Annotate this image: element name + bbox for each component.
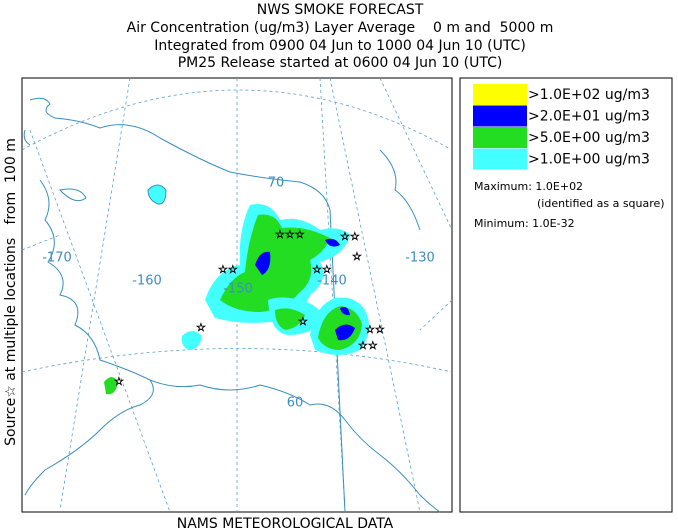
- svg-text:☆☆☆: ☆☆☆: [275, 228, 305, 241]
- smoke-area: [147, 184, 167, 205]
- subtitle: Integrated from 0900 04 Jun to 1000 04 J…: [154, 38, 526, 54]
- title: NWS SMOKE FORECAST: [257, 2, 424, 18]
- subtitle: Air Concentration (ug/m3) Layer Average …: [127, 20, 554, 36]
- map-area: ☆☆☆☆☆ ☆☆☆ ☆☆☆ ☆☆☆ ☆☆☆ -170 -160 -150 -14…: [21, 77, 453, 513]
- maximum-note: (identified as a square): [537, 197, 665, 210]
- svg-text:☆☆: ☆☆: [365, 323, 385, 336]
- graticule-label: -160: [132, 274, 162, 289]
- svg-text:☆: ☆: [352, 250, 362, 263]
- svg-text:☆☆: ☆☆: [218, 263, 238, 276]
- side-label: Source☆ at multiple locations from 100 m: [3, 138, 19, 446]
- maximum: Maximum: 1.0E+02: [474, 180, 583, 193]
- graticule-label: 70: [268, 176, 285, 191]
- smoke-plume: [104, 204, 369, 395]
- svg-text:☆☆: ☆☆: [340, 230, 360, 243]
- svg-text:☆: ☆: [196, 321, 206, 334]
- coastline: [23, 97, 441, 513]
- graticule-label: -150: [223, 282, 253, 297]
- minimum: Minimum: 1.0E-32: [474, 217, 575, 230]
- footer: NAMS METEOROLOGICAL DATA: [177, 516, 394, 532]
- subtitle: PM25 Release started at 0600 04 Jun 10 (…: [178, 55, 503, 71]
- legend-swatch: [473, 84, 527, 105]
- svg-text:☆☆: ☆☆: [358, 339, 378, 352]
- legend-label: >5.0E+00 ug/m3: [528, 130, 650, 146]
- legend: Maximum: 1.0E+02 (identified as a square…: [459, 77, 673, 513]
- svg-text:☆: ☆: [298, 315, 308, 328]
- svg-text:☆☆: ☆☆: [312, 263, 332, 276]
- source-stars: ☆☆☆☆☆ ☆☆☆ ☆☆☆ ☆☆☆ ☆☆☆: [114, 228, 385, 389]
- legend-label: >1.0E+02 ug/m3: [528, 87, 650, 103]
- legend-label: >1.0E+00 ug/m3: [528, 152, 650, 168]
- svg-text:☆: ☆: [114, 375, 124, 388]
- graticule: [21, 77, 453, 513]
- graticule-label: -140: [317, 274, 347, 289]
- graticule-label: 60: [287, 396, 304, 411]
- legend-swatch: [473, 127, 527, 148]
- legend-swatch: [473, 105, 527, 127]
- graticule-label: -170: [42, 251, 72, 266]
- legend-label: >2.0E+01 ug/m3: [528, 109, 650, 125]
- legend-swatch: [473, 148, 527, 170]
- graticule-label: -130: [405, 251, 435, 266]
